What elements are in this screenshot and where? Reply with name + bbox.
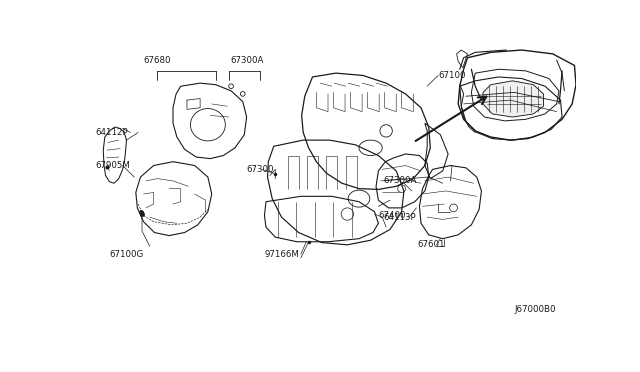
- Text: 67680: 67680: [143, 56, 170, 65]
- Text: 67100G: 67100G: [109, 250, 144, 259]
- Text: 64113P: 64113P: [384, 213, 417, 222]
- Text: 64112P: 64112P: [95, 128, 128, 137]
- Text: 67400: 67400: [378, 211, 406, 220]
- Text: 97166M: 97166M: [264, 250, 300, 259]
- Text: 67300A: 67300A: [230, 56, 263, 65]
- Text: 67300: 67300: [246, 165, 274, 174]
- Polygon shape: [483, 81, 543, 117]
- Text: 67100: 67100: [438, 71, 465, 80]
- Text: 67601: 67601: [417, 240, 445, 249]
- Text: J67000B0: J67000B0: [514, 305, 556, 314]
- Text: 67300A: 67300A: [384, 176, 417, 185]
- Text: 67905M: 67905M: [95, 161, 131, 170]
